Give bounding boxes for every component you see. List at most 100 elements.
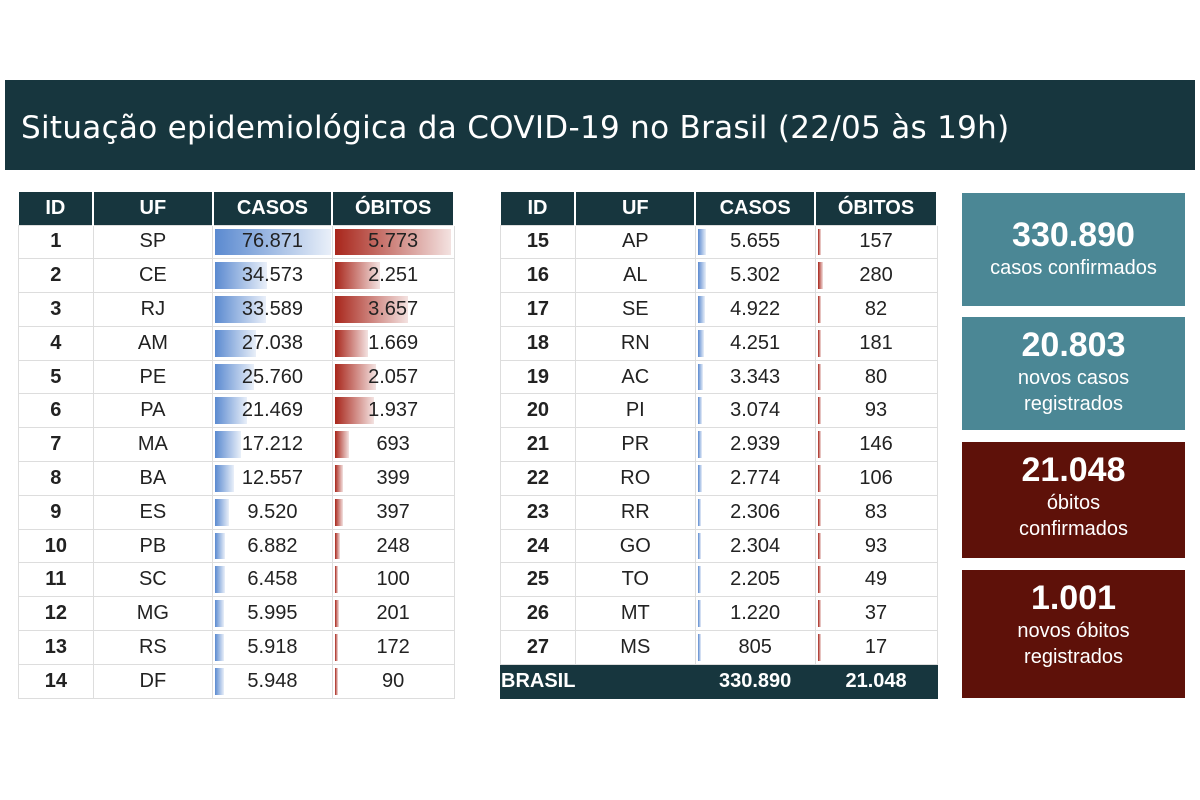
cell-value: 19 [526, 365, 550, 388]
obitos-bar [334, 228, 451, 256]
obitos-bar [334, 667, 338, 695]
cell-value: 2.304 [730, 534, 781, 557]
casos-cell: 2.939 [694, 427, 816, 463]
column-header: ID [18, 192, 95, 225]
cell-value: MA [137, 433, 168, 456]
cell-value: 22 [526, 466, 550, 489]
cell-value: 4 [50, 331, 62, 354]
obitos-cell: 17 [814, 630, 938, 665]
cell-value: DF [139, 669, 167, 692]
cell-value: RR [620, 500, 650, 523]
page-title: Situação epidemiológica da COVID-19 no B… [5, 80, 1195, 170]
uf-cell: TO [574, 562, 696, 598]
cell-value: AC [621, 365, 650, 388]
cell-value: 23 [526, 500, 550, 523]
cell-value: 9.520 [247, 500, 298, 523]
uf-cell: ES [92, 494, 214, 530]
summary-box: 21.048 óbitos confirmados [962, 442, 1185, 558]
table-row: 19 AC 3.343 80 [500, 359, 938, 395]
table-row: 3 RJ 33.589 3.657 [18, 292, 455, 327]
column-header: CASOS [212, 192, 334, 225]
obitos-bar [334, 296, 409, 323]
obitos-bar [817, 532, 821, 560]
cell-value: RN [620, 331, 650, 354]
table-row: 4 AM 27.038 1.669 [18, 325, 455, 361]
uf-cell: AC [574, 359, 696, 395]
table-row: 17 SE 4.922 82 [500, 292, 938, 327]
obitos-cell: 100 [331, 562, 455, 598]
obitos-cell: 1.937 [331, 393, 455, 429]
cell-value: 693 [376, 433, 410, 456]
cell-value: 20 [526, 399, 550, 422]
casos-cell: 2.205 [694, 562, 816, 598]
obitos-bar [817, 634, 821, 661]
cell-value: 37 [864, 602, 888, 625]
casos-bar [697, 397, 703, 425]
casos-cell: 5.655 [694, 224, 816, 260]
cell-value: 90 [382, 669, 405, 692]
cell-value: 1.220 [730, 602, 781, 625]
cell-value: 399 [376, 466, 410, 489]
cell-value: ES [139, 500, 167, 523]
cell-value: 11 [45, 568, 67, 591]
casos-bar [215, 634, 224, 661]
total-obitos: 21.048 [814, 663, 938, 699]
cell-value: 2.251 [368, 264, 419, 287]
summary-label: registrados [1024, 393, 1123, 415]
states-table-left: ID UF CASOS ÓBITOS 1 SP 76.871 5.773 2 CE 34.573 2.… [18, 192, 455, 699]
cell-value: 201 [376, 602, 410, 625]
cell-value: 3.657 [368, 297, 419, 320]
cell-value: CE [138, 264, 167, 287]
casos-bar [215, 498, 230, 526]
cell-value: 24 [526, 534, 550, 557]
casos-cell: 17.212 [212, 427, 333, 463]
cell-value: 2.306 [730, 500, 781, 523]
total-row: BRASIL 330.890 21.048 [500, 663, 938, 699]
states-table-right: ID UF CASOS ÓBITOS 15 AP 5.655 157 16 AL 5.302 280 1… [500, 192, 938, 699]
obitos-bar [817, 296, 821, 323]
uf-cell: PA [92, 393, 214, 429]
id-cell: 18 [500, 325, 576, 361]
cell-value: MT [620, 602, 650, 625]
table-row: 9 ES 9.520 397 [18, 494, 455, 530]
cell-value: 16 [526, 264, 550, 287]
cell-value: 3.343 [730, 365, 781, 388]
cell-value: 83 [864, 500, 888, 523]
summary-value: 21.048 [1021, 451, 1126, 489]
casos-cell: 9.520 [212, 494, 333, 530]
id-cell: 24 [500, 528, 576, 564]
cell-value: 25.760 [241, 365, 303, 388]
cell-value: 9 [50, 500, 62, 523]
table-row: 6 PA 21.469 1.937 [18, 393, 455, 429]
cell-value: 26 [526, 602, 550, 625]
obitos-bar [334, 498, 343, 526]
cell-value: RS [138, 635, 167, 658]
id-cell: 25 [500, 562, 576, 598]
cell-value: 5.918 [247, 635, 298, 658]
obitos-cell: 399 [331, 461, 455, 496]
casos-cell: 4.251 [694, 325, 816, 361]
uf-cell: AM [92, 325, 214, 361]
uf-cell: DF [92, 663, 214, 699]
table-row: 27 MS 805 17 [500, 630, 938, 665]
table-row: 15 AP 5.655 157 [500, 224, 938, 260]
uf-cell: MA [92, 427, 214, 463]
column-header: UF [93, 192, 214, 225]
casos-bar [697, 296, 706, 323]
table-row: 13 RS 5.918 172 [18, 630, 455, 665]
cell-value: 1.937 [368, 399, 419, 422]
uf-cell: PE [92, 359, 214, 395]
summary-value: 330.890 [1012, 216, 1135, 254]
obitos-bar [817, 465, 821, 492]
obitos-cell: 146 [814, 427, 938, 463]
obitos-bar [817, 397, 821, 425]
casos-cell: 3.074 [694, 393, 816, 429]
cell-value: 5.995 [247, 602, 298, 625]
id-cell: 15 [500, 224, 576, 260]
uf-cell: RR [574, 494, 696, 530]
uf-cell: CE [92, 258, 214, 294]
obitos-cell: 106 [814, 461, 938, 496]
obitos-bar [334, 566, 338, 594]
obitos-cell: 90 [331, 663, 455, 699]
uf-cell: RO [574, 461, 696, 496]
